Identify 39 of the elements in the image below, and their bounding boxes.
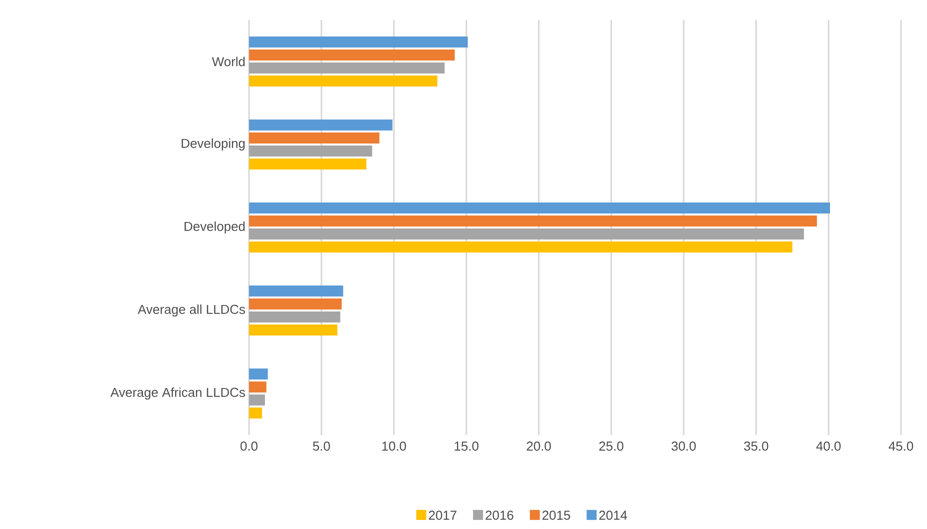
bar xyxy=(249,146,372,157)
bar xyxy=(249,50,455,61)
y-tick-label: Developed xyxy=(184,221,245,234)
y-tick-label: World xyxy=(212,56,245,66)
legend-label: 2015 xyxy=(542,510,570,520)
bar xyxy=(249,312,340,323)
bar xyxy=(249,36,468,48)
bar xyxy=(249,368,268,380)
bar xyxy=(249,394,265,406)
bar xyxy=(249,202,830,214)
legend-label: 2017 xyxy=(428,510,456,520)
legend-label: 2016 xyxy=(486,510,514,520)
bar xyxy=(249,324,338,336)
y-tick-label: Average African LLDCs xyxy=(110,387,245,400)
bar xyxy=(249,298,342,310)
x-tick-label: 5.0 xyxy=(312,442,330,451)
bar xyxy=(249,216,817,227)
x-tick-label: 0.0 xyxy=(240,442,258,451)
x-tick-label: 30.0 xyxy=(672,442,696,451)
bar xyxy=(249,62,445,74)
x-tick-label: 35.0 xyxy=(744,442,768,451)
bar xyxy=(249,228,804,240)
x-tick-label: 45.0 xyxy=(888,442,914,451)
y-tick-label: Average all LLDCs xyxy=(138,304,245,317)
x-tick-label: 25.0 xyxy=(599,442,624,451)
bar xyxy=(249,241,792,252)
x-tick-label: 20.0 xyxy=(526,442,551,451)
bar xyxy=(249,286,344,297)
x-tick-label: 40.0 xyxy=(816,442,841,451)
bar xyxy=(249,120,392,131)
y-tick-label: Developing xyxy=(182,138,245,151)
x-tick-label: 10.0 xyxy=(382,442,406,451)
bar xyxy=(249,407,262,418)
bar xyxy=(249,158,366,170)
bar xyxy=(249,382,266,393)
x-tick-label: 15.0 xyxy=(454,442,478,451)
bar xyxy=(249,75,438,86)
bar xyxy=(249,132,380,144)
legend-label: 2014 xyxy=(599,510,628,520)
